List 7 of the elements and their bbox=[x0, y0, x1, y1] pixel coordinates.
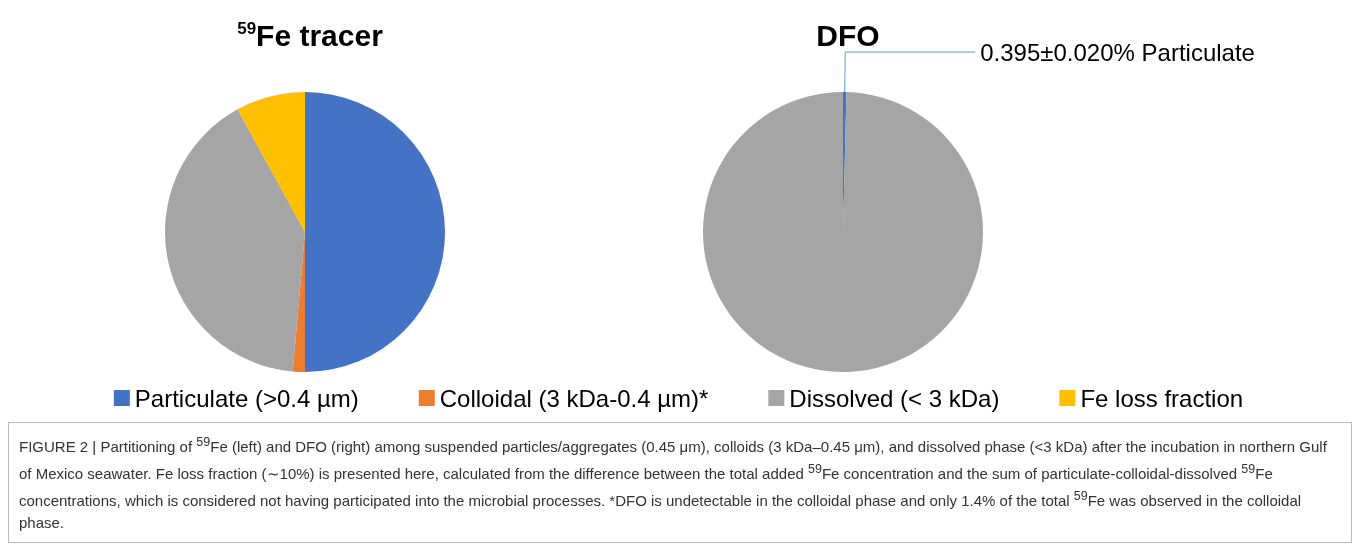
legend-label: Dissolved (< 3 kDa) bbox=[789, 384, 1000, 412]
legend-label: Colloidal (3 kDa-0.4 µm)* bbox=[439, 384, 709, 412]
data-label: 0.395±0.020% Particulate bbox=[980, 38, 1255, 66]
legend-label: Fe loss fraction bbox=[1080, 384, 1244, 412]
legend-label: Particulate (>0.4 µm) bbox=[134, 384, 359, 412]
text: FIGURE 2 | Partitioning of $^{59}$Fe (left) and DFO (right) among suspended particles/aggregates (0.45 μm), colloids (3 kDa–0.45 μm), and dissolved phase (<3 kDa) after the incubation in northern Gulf of Mexico seawater. Fe loss fraction (∼10%) is presented here, calculated from the difference between the total added $^{59}$Fe concentration and the sum of particulate-colloidal-dissolved $^{59}$Fe concentrations, which is considered not having participated into the microbial processes. *DFO is undetectable in the colloidal phase and only 1.4% of the total $^{59}$Fe was observed in the colloidal phase. bbox=[19, 435, 1327, 531]
slice-label: DFO bbox=[816, 18, 880, 52]
